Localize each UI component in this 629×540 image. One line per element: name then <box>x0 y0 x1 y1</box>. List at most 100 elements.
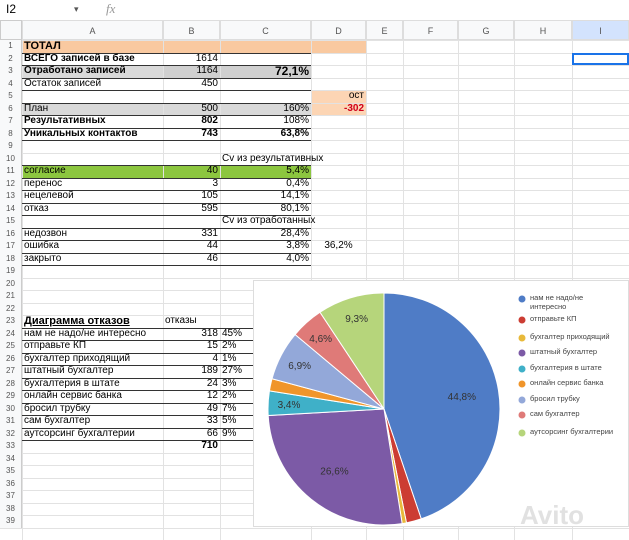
grid-line <box>220 20 221 540</box>
cell: 80,1% <box>280 202 309 214</box>
cell: 802 <box>201 115 218 126</box>
cell: согласие <box>24 165 66 176</box>
cell: 27% <box>222 365 243 376</box>
row-header: 15 <box>0 215 22 228</box>
row-header: 10 <box>0 152 22 165</box>
cell: сам бухгалтер <box>24 415 91 426</box>
legend-marker <box>518 316 526 324</box>
row-header: 13 <box>0 190 22 203</box>
cell-border <box>22 390 311 391</box>
cell: Результативных <box>24 115 106 126</box>
row-header: 27 <box>0 365 22 378</box>
legend-marker <box>518 295 526 303</box>
name-box[interactable]: I2 <box>6 2 17 16</box>
cell: 33 <box>206 415 218 426</box>
cell: отправьте КП <box>24 340 87 351</box>
legend-label: аутсорсинг бухгалтерии <box>530 427 614 436</box>
legend-label: нам не надо/не интересно <box>530 293 584 311</box>
row-header: 22 <box>0 302 22 315</box>
cell: Cv из отработанных <box>222 215 316 226</box>
grid-line <box>0 265 629 266</box>
column-header: H <box>514 20 572 40</box>
cell: 14,1% <box>280 190 309 201</box>
cell: 7% <box>222 402 237 414</box>
grid-line <box>163 20 164 540</box>
row-header: 11 <box>0 165 22 178</box>
cell: 595 <box>201 202 218 214</box>
grid-line <box>0 190 629 191</box>
row-header: 38 <box>0 502 22 515</box>
cell: План <box>24 102 49 114</box>
cell: 24 <box>206 377 218 389</box>
legend-marker <box>518 411 526 419</box>
cell: 40 <box>206 165 218 176</box>
column-header: I <box>572 20 629 40</box>
cell: -302 <box>343 102 364 114</box>
legend-marker <box>518 334 526 342</box>
cell-fill <box>22 127 163 140</box>
cell-border <box>22 415 311 416</box>
row-header: 24 <box>0 327 22 340</box>
cell: 318 <box>201 327 218 339</box>
cell-border <box>22 402 311 404</box>
cell-border <box>22 377 311 379</box>
cell: 45% <box>222 327 243 339</box>
cell-border <box>22 177 311 179</box>
cell: 2% <box>222 340 237 351</box>
cell: ост <box>348 90 364 101</box>
row-header: 29 <box>0 390 22 403</box>
grid-line <box>0 202 629 204</box>
legend-label: онлайн сервис банка <box>530 378 604 387</box>
cell-fill <box>311 102 366 115</box>
cell: ошибка <box>24 240 60 251</box>
pie-chart: 44,8% 26,6% 3,4% 6,9% 4,6% 9,3% <box>253 280 629 527</box>
cell: 743 <box>201 127 218 139</box>
grid-line <box>0 102 629 104</box>
legend-marker <box>518 380 526 388</box>
cell-border <box>22 52 311 54</box>
cell: 331 <box>201 227 218 239</box>
cell: Диаграмма отказов <box>24 315 130 327</box>
cell: нам не надо/не интересно <box>24 327 147 339</box>
row-header: 5 <box>0 90 22 103</box>
pie-slice <box>383 292 501 520</box>
grid-line <box>0 277 629 279</box>
column-header: C <box>220 20 311 40</box>
grid-line <box>0 152 629 154</box>
cell: 46 <box>206 252 218 264</box>
slice-label: 26,6% <box>320 466 348 477</box>
legend-label: штатный бухгалтер <box>530 347 598 356</box>
cell: 36,2% <box>324 240 353 251</box>
cell-fill <box>22 165 311 178</box>
cell: 1614 <box>195 52 218 64</box>
row-header: 18 <box>0 252 22 265</box>
cell-border <box>22 365 311 366</box>
row-header: 30 <box>0 402 22 415</box>
row-header: 9 <box>0 140 22 153</box>
cell-fill <box>22 65 163 78</box>
cell-border <box>22 115 311 116</box>
row-header: 20 <box>0 277 22 290</box>
cell: бросил трубку <box>24 402 91 414</box>
dropdown[interactable]: ▾ <box>74 4 79 14</box>
legend-marker <box>518 429 526 437</box>
cell: онлайн сервис банка <box>24 390 122 401</box>
cell-border <box>22 127 311 129</box>
cell: 5,4% <box>286 165 309 176</box>
cell-border <box>22 327 311 329</box>
grid-line <box>0 177 629 179</box>
cell: 28,4% <box>280 227 309 239</box>
cell: 66 <box>206 427 218 439</box>
cell-border <box>22 202 311 204</box>
cell-border <box>22 77 311 79</box>
slice-label: 4,6% <box>309 334 332 345</box>
row-header: 19 <box>0 265 22 278</box>
cell: Cv из результативных <box>222 152 324 164</box>
cell: 710 <box>201 440 218 451</box>
column-header: G <box>458 20 514 40</box>
cell-border <box>22 190 311 191</box>
row-header: 4 <box>0 77 22 90</box>
cell-border <box>22 90 311 91</box>
cell-border <box>22 165 311 166</box>
